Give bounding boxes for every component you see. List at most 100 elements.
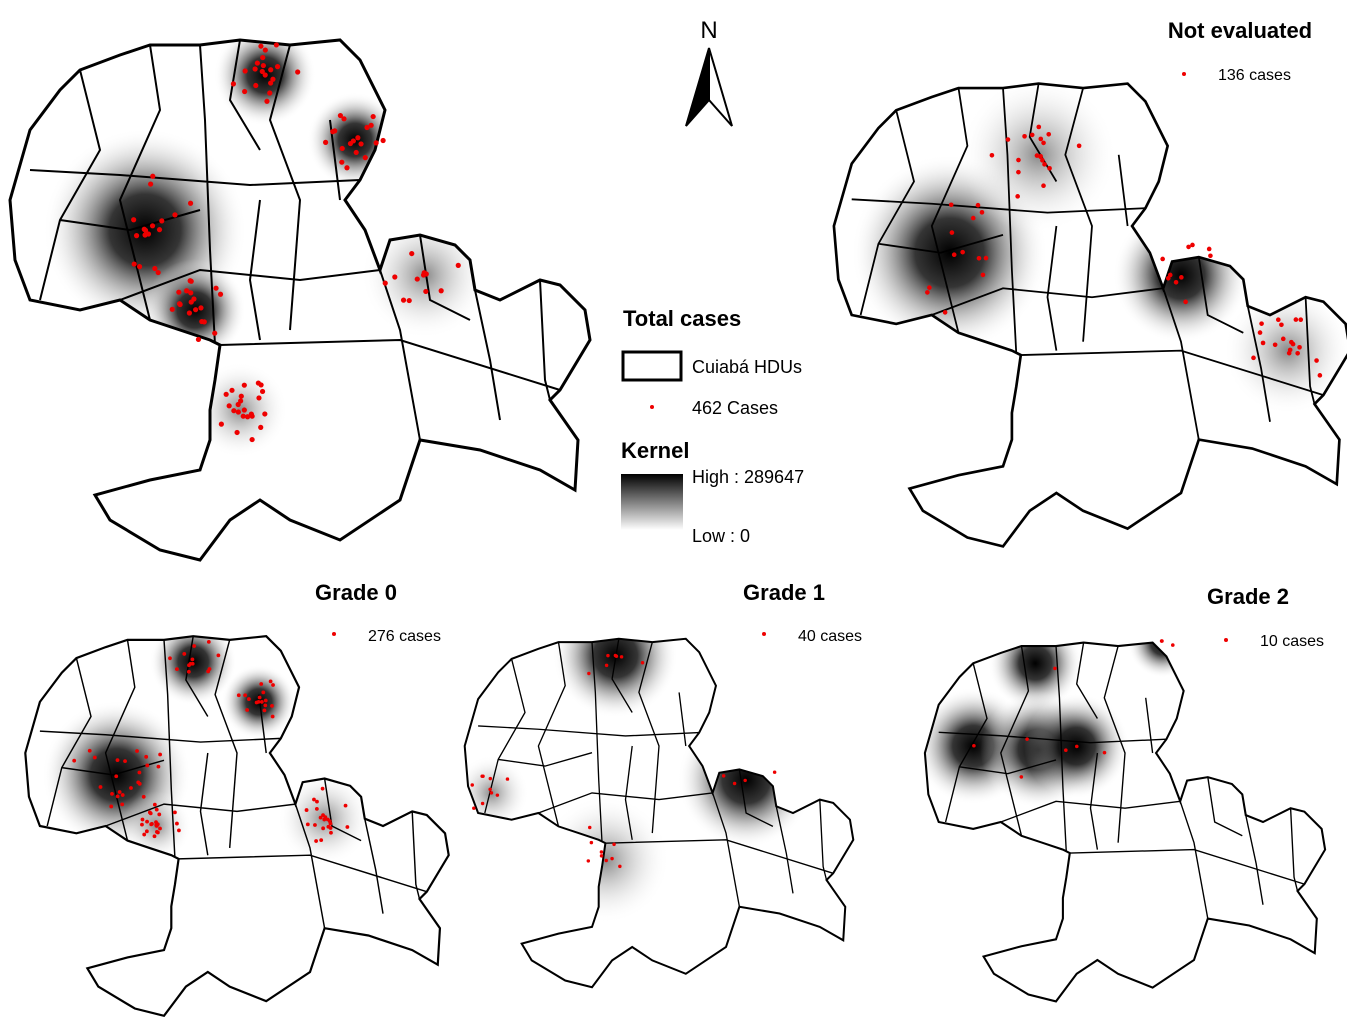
case-dot (245, 708, 249, 712)
case-dot (243, 693, 247, 697)
case-dot (140, 823, 144, 827)
case-dot (218, 292, 223, 297)
case-dot (439, 288, 444, 293)
case-dot (374, 140, 379, 145)
panel-cases: 136 cases (1218, 67, 1291, 84)
case-dot (275, 64, 280, 69)
case-dot (1036, 125, 1041, 130)
case-dot (1294, 317, 1299, 322)
case-dot (590, 841, 593, 844)
case-dot (135, 749, 139, 753)
case-dot (943, 310, 948, 315)
north-arrow: N (686, 17, 732, 126)
case-dot (496, 793, 499, 796)
panel-cases: 276 cases (368, 628, 441, 645)
case-dot (72, 759, 76, 763)
case-dot (196, 337, 201, 342)
case-dot (722, 774, 725, 777)
case-dot (1006, 137, 1011, 142)
case-dot (213, 286, 218, 291)
case-dot (472, 806, 475, 809)
case-dot (490, 791, 493, 794)
boundary-label: Cuiabá HDUs (692, 357, 802, 377)
case-dot (258, 425, 263, 430)
case-dot (132, 261, 137, 266)
panel-title: Grade 0 (315, 580, 397, 605)
map-panel (25, 618, 448, 1015)
case-dot (323, 140, 328, 145)
case-dot (618, 865, 621, 868)
case-dot (344, 804, 348, 808)
case-dot (339, 160, 344, 165)
case-dot (480, 774, 483, 777)
case-dot (114, 774, 118, 778)
case-dot (208, 667, 212, 671)
case-dot (123, 759, 127, 763)
hotspot (192, 362, 288, 458)
case-dot (250, 414, 255, 419)
case-dot (212, 331, 217, 336)
case-dot (137, 264, 142, 269)
case-dot (178, 302, 183, 307)
case-dot (141, 818, 145, 822)
case-dot (321, 826, 325, 830)
case-dot (260, 389, 265, 394)
case-dot (319, 816, 323, 820)
case-dot (264, 99, 269, 104)
case-dot (236, 409, 241, 414)
case-dot (150, 174, 155, 179)
case-dot (1041, 141, 1046, 146)
case-dot (145, 820, 149, 824)
case-dot (191, 296, 196, 301)
case-dot (1207, 247, 1212, 252)
case-dot (187, 663, 191, 667)
case-dot (1160, 639, 1164, 643)
case-dot (241, 414, 246, 419)
case-dot (231, 81, 236, 86)
case-dot (612, 843, 615, 846)
case-dot (1208, 253, 1213, 258)
case-dot (264, 699, 268, 703)
panel-cases: 10 cases (1260, 633, 1324, 650)
case-dot (1046, 132, 1051, 137)
case-dot (270, 704, 274, 708)
case-dot (88, 749, 92, 753)
case-dot (267, 90, 272, 95)
case-dot (313, 823, 317, 827)
case-dot (960, 250, 965, 255)
case-dot (219, 422, 224, 427)
hotspot (1128, 607, 1198, 677)
case-dot (150, 822, 154, 826)
panel-title: Grade 1 (743, 580, 825, 605)
case-dot (1038, 137, 1043, 142)
case-dot (401, 298, 406, 303)
case-dot (383, 281, 388, 286)
kernel-title: Kernel (621, 438, 689, 463)
case-dot (588, 826, 591, 829)
case-dot (175, 822, 179, 826)
case-dot (261, 690, 265, 694)
kernel-ramp (621, 474, 683, 530)
case-dot (363, 155, 368, 160)
case-dot (99, 785, 103, 789)
case-dot (262, 411, 267, 416)
case-dot (371, 114, 376, 119)
case-dot (153, 834, 157, 838)
case-dot (1025, 737, 1029, 741)
case-dot (256, 380, 261, 385)
case-dot (1190, 243, 1195, 248)
case-dot (227, 403, 232, 408)
legend: Total cases Cuiabá HDUs 462 Cases Kernel… (621, 306, 804, 546)
case-dot (207, 640, 211, 644)
case-dot (154, 820, 158, 824)
case-dot (234, 430, 239, 435)
case-dot (1160, 257, 1165, 262)
case-dot (1042, 162, 1047, 167)
case-dot (319, 838, 323, 842)
case-dot (306, 823, 310, 827)
case-dot (323, 815, 327, 819)
case-dot (224, 392, 229, 397)
case-dot (243, 68, 248, 73)
case-dot (191, 657, 195, 661)
case-dot (158, 827, 162, 831)
